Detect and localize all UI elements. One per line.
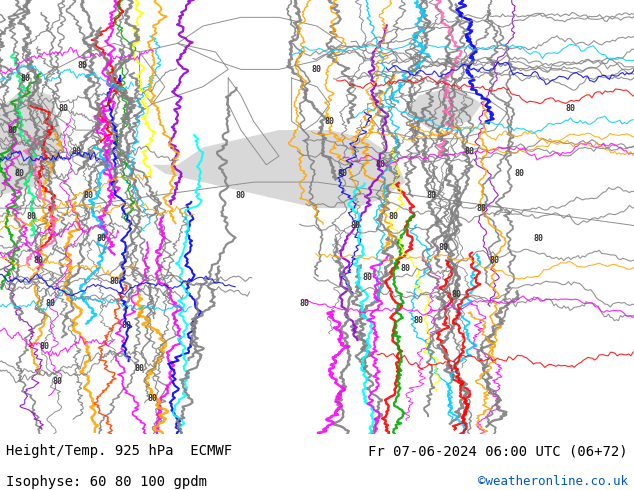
Polygon shape [406,87,482,130]
Text: 80: 80 [566,104,576,113]
Text: 80: 80 [122,321,132,330]
Text: Fr 07-06-2024 06:00 UTC (06+72): Fr 07-06-2024 06:00 UTC (06+72) [368,444,628,459]
Text: 80: 80 [39,343,49,351]
Text: 80: 80 [20,74,30,82]
Text: 80: 80 [8,125,18,135]
Text: 80: 80 [451,291,462,299]
Text: 80: 80 [77,61,87,70]
Text: ©weatheronline.co.uk: ©weatheronline.co.uk [477,475,628,489]
Text: 80: 80 [534,234,544,243]
Text: 80: 80 [337,169,347,178]
Text: 80: 80 [147,394,157,403]
Text: 80: 80 [96,234,107,243]
Text: 80: 80 [413,317,424,325]
Text: 80: 80 [464,147,474,156]
Text: 80: 80 [401,265,411,273]
Text: 80: 80 [426,191,436,199]
Text: 80: 80 [299,299,309,308]
Text: 80: 80 [489,256,500,265]
Text: 80: 80 [515,169,525,178]
Text: 80: 80 [109,277,119,286]
Text: 80: 80 [27,212,37,221]
Text: 80: 80 [236,191,246,199]
Text: 80: 80 [439,243,449,252]
Text: 80: 80 [14,169,24,178]
Text: 80: 80 [312,65,322,74]
Text: 80: 80 [52,377,62,386]
Text: 80: 80 [33,256,43,265]
Text: 80: 80 [350,221,360,230]
Text: 80: 80 [58,104,68,113]
Text: Isophyse: 60 80 100 gpdm: Isophyse: 60 80 100 gpdm [6,475,207,490]
Text: 80: 80 [477,204,487,213]
Text: 80: 80 [134,364,145,373]
Text: 80: 80 [84,191,94,199]
Polygon shape [152,130,406,208]
Text: 80: 80 [363,273,373,282]
Text: 80: 80 [388,212,398,221]
Text: 80: 80 [325,117,335,126]
Text: Height/Temp. 925 hPa  ECMWF: Height/Temp. 925 hPa ECMWF [6,444,233,459]
Text: 80: 80 [46,299,56,308]
Text: 80: 80 [375,160,385,169]
Polygon shape [0,87,63,195]
Text: 80: 80 [71,147,81,156]
